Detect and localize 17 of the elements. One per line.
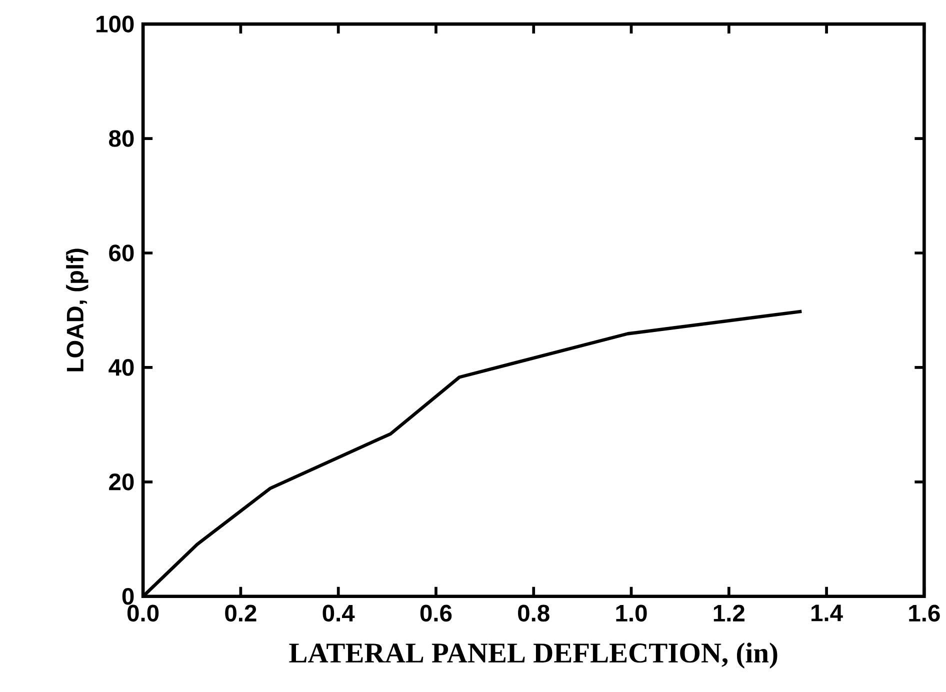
y-tick-label: 20 (109, 474, 134, 490)
x-tick-label: 1.2 (714, 604, 744, 622)
y-axis-title: LOAD, (plf) (66, 248, 88, 372)
x-tick-label: 1.0 (616, 604, 647, 622)
x-tick-label: 1.6 (909, 604, 940, 622)
x-tick-label: 0.6 (420, 604, 452, 622)
x-tick-label: 0.2 (225, 604, 256, 622)
x-tick-label: 0.4 (322, 604, 355, 622)
y-tick-label: 0 (122, 588, 134, 605)
y-tick-label: 40 (108, 359, 134, 376)
x-tick-label: 0.8 (518, 604, 550, 622)
y-tick-label: 100 (96, 16, 134, 32)
y-tick-label: 80 (108, 130, 134, 147)
x-axis-title: LATERAL PANEL DEFLECTION, (in) (289, 642, 778, 668)
x-tick-label: 0.0 (127, 604, 159, 622)
x-tick-label: 1.4 (812, 604, 843, 622)
y-tick-label: 60 (109, 244, 134, 262)
